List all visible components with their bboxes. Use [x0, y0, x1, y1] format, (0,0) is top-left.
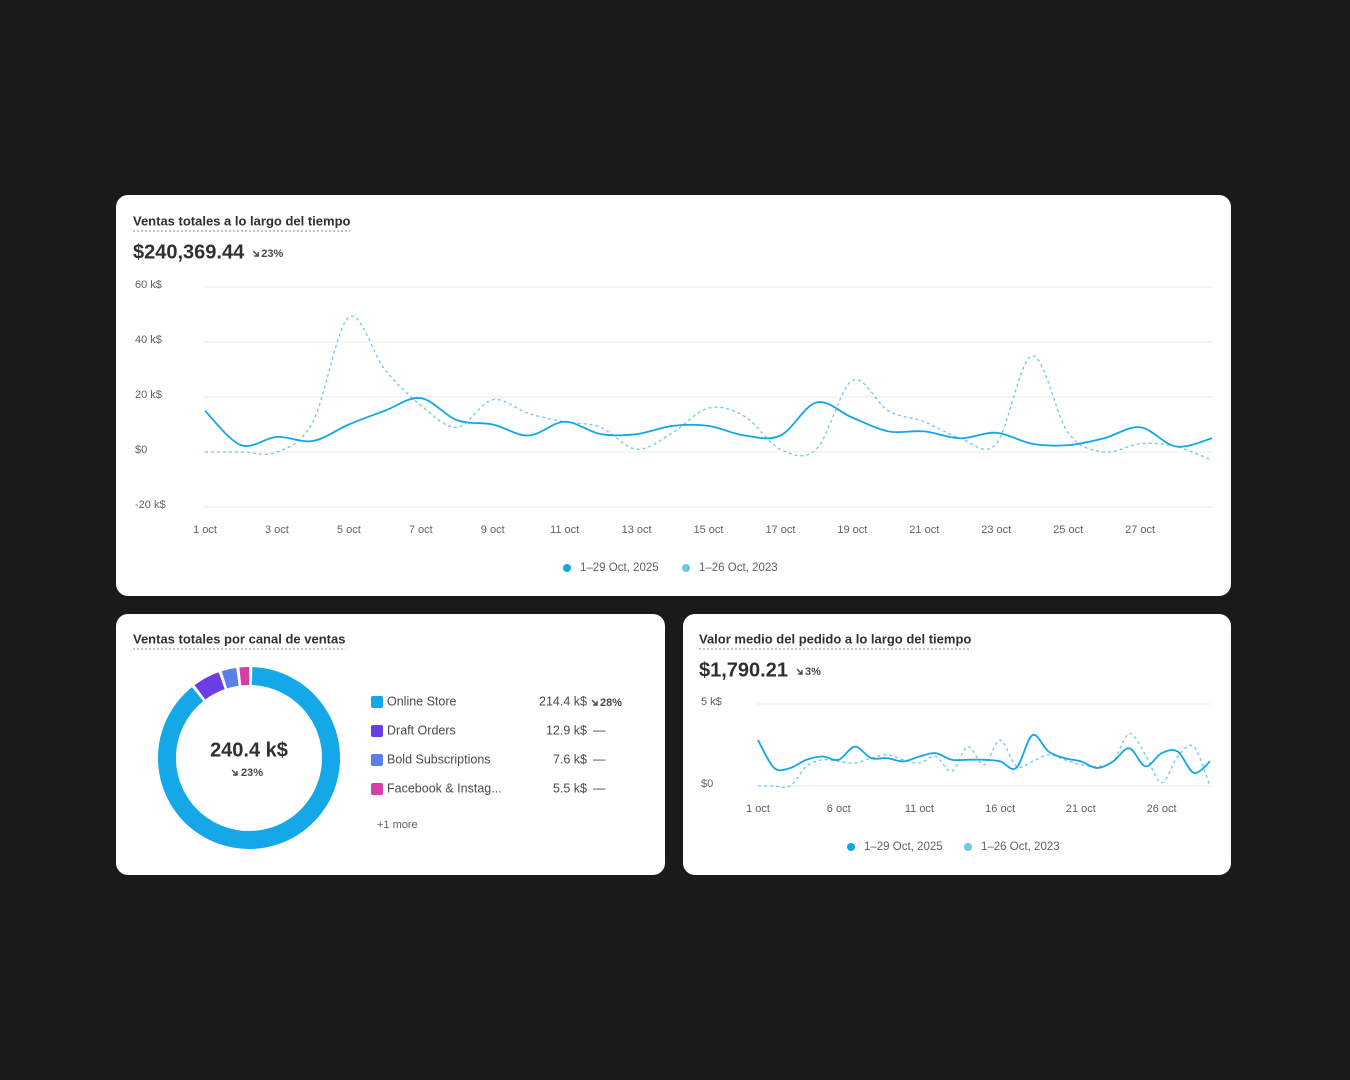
- x-tick-label: 19 oct: [837, 524, 867, 536]
- x-tick-label: 17 oct: [765, 524, 795, 536]
- x-tick-label: 21 oct: [909, 524, 939, 536]
- x-tick-label: 13 oct: [622, 524, 652, 536]
- series-line: [757, 734, 1211, 774]
- value-label: 5.5 k$: [553, 781, 587, 795]
- donut-segment: [194, 672, 225, 700]
- card-title: Ventas totales a lo largo del tiempo: [133, 213, 351, 228]
- card: [683, 614, 1231, 875]
- change-label: —: [593, 781, 606, 795]
- y-tick-label: 40 k$: [135, 334, 162, 346]
- legend-dot: [563, 564, 571, 572]
- donut-segment: [221, 667, 239, 689]
- x-tick-label: 11 oct: [905, 803, 934, 815]
- legend-label: 1–29 Oct, 2025: [864, 841, 943, 853]
- legend-label: Online Store: [387, 694, 457, 708]
- card-title: Ventas totales por canal de ventas: [133, 631, 345, 646]
- legend-label: Bold Subscriptions: [387, 752, 491, 766]
- series-line: [204, 397, 1213, 448]
- x-tick-label: 23 oct: [981, 524, 1011, 536]
- y-tick-label: $0: [135, 444, 147, 456]
- x-tick-label: 7 oct: [409, 524, 433, 536]
- legend-label: 1–26 Oct, 2023: [981, 841, 1060, 853]
- x-tick-label: 1 oct: [193, 524, 217, 536]
- change-label: 28%: [600, 697, 622, 709]
- more-link: +1 more: [377, 819, 418, 831]
- y-tick-label: $0: [701, 778, 713, 790]
- x-tick-label: 15 oct: [694, 524, 724, 536]
- legend-dot: [964, 843, 972, 851]
- x-tick-label: 16 oct: [985, 803, 1015, 815]
- card: [116, 195, 1231, 596]
- donut-segment: [158, 667, 340, 849]
- total-change: 23%: [261, 248, 283, 260]
- legend-swatch: [371, 725, 383, 737]
- legend-dot: [847, 843, 855, 851]
- y-tick-label: 20 k$: [135, 389, 162, 401]
- card-title: Valor medio del pedido a lo largo del ti…: [699, 631, 971, 646]
- x-tick-label: 21 oct: [1066, 803, 1096, 815]
- x-tick-label: 26 oct: [1147, 803, 1177, 815]
- legend-dot: [682, 564, 690, 572]
- y-tick-label: 5 k$: [701, 696, 722, 708]
- total-value: $240,369.44: [133, 241, 245, 263]
- legend-label: 1–29 Oct, 2025: [580, 562, 659, 574]
- value-label: 7.6 k$: [553, 752, 587, 766]
- trend-icon: [796, 668, 803, 675]
- x-tick-label: 1 oct: [746, 803, 770, 815]
- x-tick-label: 11 oct: [550, 524, 579, 536]
- donut-change: 23%: [241, 767, 263, 779]
- change-label: —: [593, 723, 606, 737]
- legend-swatch: [371, 696, 383, 708]
- trend-icon: [591, 699, 598, 706]
- series-line: [758, 732, 1211, 789]
- x-tick-label: 25 oct: [1053, 524, 1083, 536]
- total-change: 3%: [805, 666, 821, 678]
- donut-total: 240.4 k$: [210, 739, 288, 761]
- x-tick-label: 3 oct: [265, 524, 289, 536]
- legend-swatch: [371, 754, 383, 766]
- x-tick-label: 27 oct: [1125, 524, 1155, 536]
- legend-label: 1–26 Oct, 2023: [699, 562, 778, 574]
- change-label: —: [593, 752, 606, 766]
- x-tick-label: 9 oct: [481, 524, 505, 536]
- y-tick-label: -20 k$: [135, 499, 166, 511]
- value-label: 12.9 k$: [546, 723, 587, 737]
- total-value: $1,790.21: [699, 659, 788, 681]
- x-tick-label: 6 oct: [827, 803, 851, 815]
- x-tick-label: 5 oct: [337, 524, 361, 536]
- legend-swatch: [371, 783, 383, 795]
- legend-label: Facebook & Instag...: [387, 781, 502, 795]
- y-tick-label: 60 k$: [135, 279, 162, 291]
- trend-icon: [252, 250, 259, 257]
- value-label: 214.4 k$: [539, 694, 587, 708]
- card: [116, 614, 665, 875]
- legend-label: Draft Orders: [387, 723, 456, 737]
- trend-icon: [231, 769, 238, 776]
